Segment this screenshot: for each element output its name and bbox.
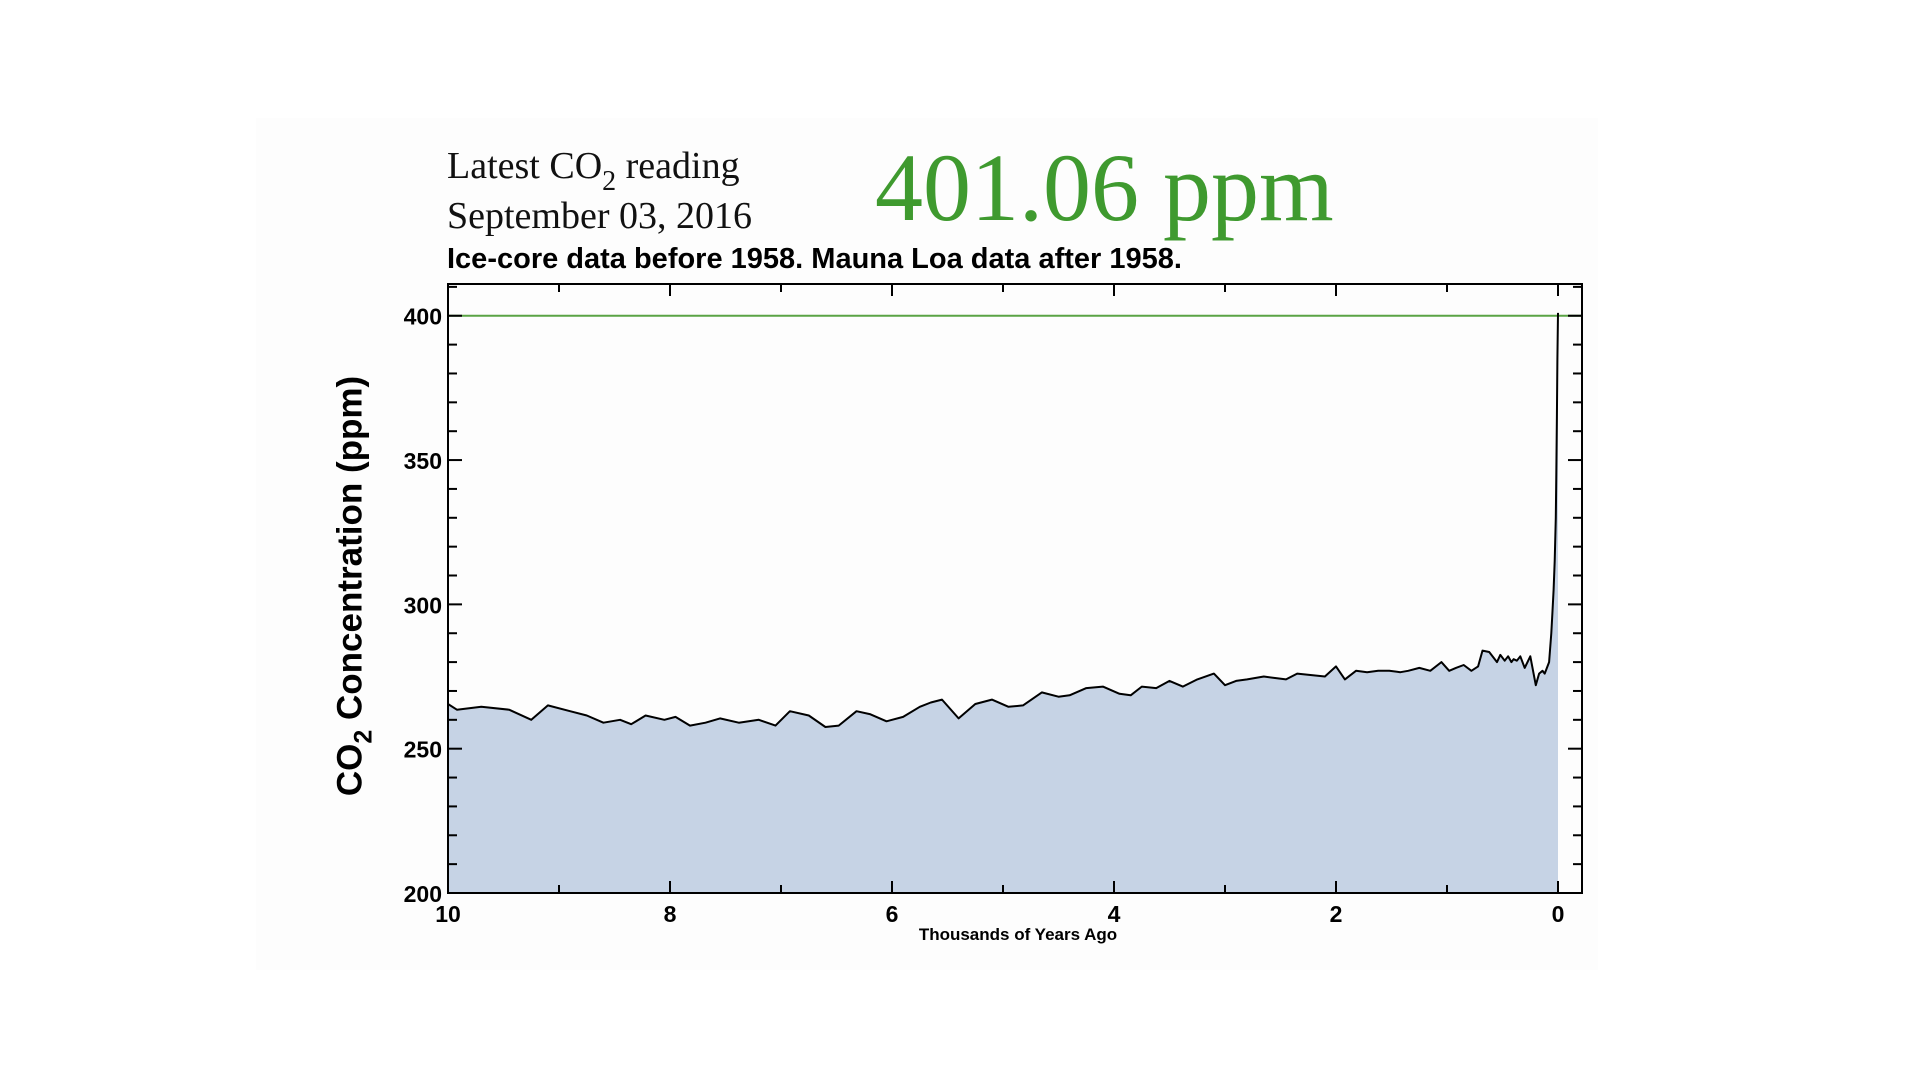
x-tick-label: 4 — [1108, 901, 1121, 927]
x-tick-label: 10 — [435, 901, 461, 927]
x-tick-label: 8 — [664, 901, 677, 927]
x-tick-label: 0 — [1552, 901, 1565, 927]
y-tick-label: 400 — [404, 304, 442, 330]
reading-date: September 03, 2016 — [447, 195, 753, 237]
y-tick-label: 300 — [404, 592, 442, 618]
y-tick-label: 350 — [404, 448, 442, 474]
x-tick-label: 2 — [1330, 901, 1343, 927]
co2-series-line — [447, 312, 1559, 728]
chart-subtitle: Ice-core data before 1958. Mauna Loa dat… — [447, 243, 1182, 275]
latest-reading-label-pre: Latest CO — [447, 145, 603, 187]
co2-area-fill — [448, 312, 1558, 893]
latest-reading-label: Latest CO2 reading — [447, 145, 740, 196]
x-tick-label: 6 — [886, 901, 899, 927]
y-tick-label: 250 — [404, 737, 442, 763]
x-axis-title: Thousands of Years Ago — [919, 925, 1117, 944]
latest-reading-label-subscript: 2 — [602, 166, 617, 197]
latest-reading-value: 401.06 ppm — [875, 134, 1334, 241]
y-tick-label: 200 — [404, 881, 442, 907]
plot-frame — [447, 283, 1583, 894]
latest-reading-label-post: reading — [616, 145, 740, 187]
